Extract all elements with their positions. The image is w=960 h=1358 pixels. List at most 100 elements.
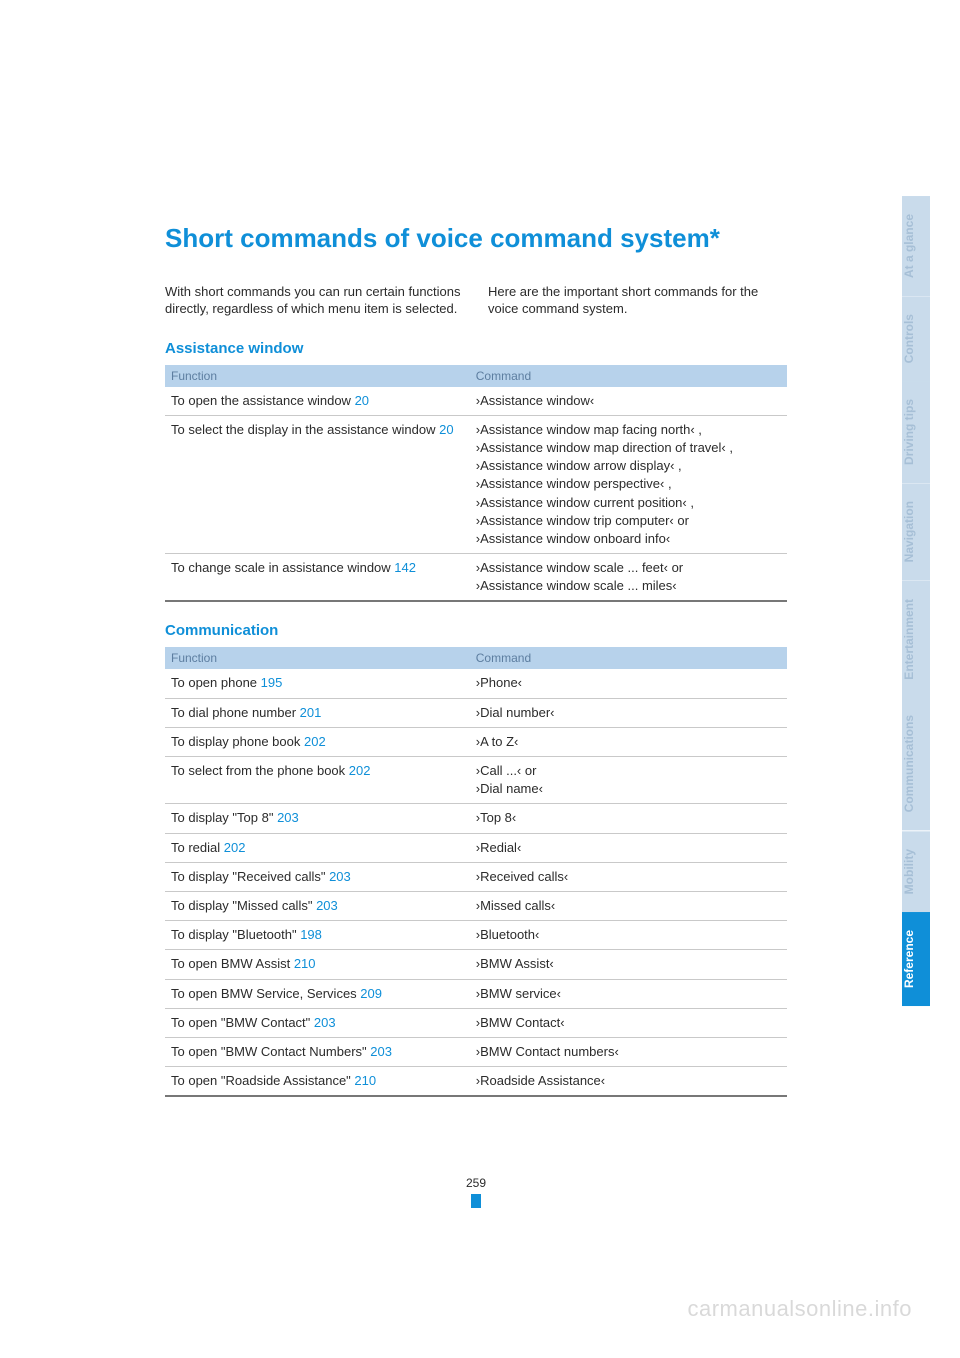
table-row: To display "Bluetooth" 198 ›Bluetooth‹: [165, 921, 787, 950]
command-cell: ›Assistance window‹: [470, 387, 787, 416]
intro-left: With short commands you can run certain …: [165, 283, 464, 318]
side-tab[interactable]: Driving tips: [902, 381, 930, 483]
page-ref[interactable]: 202: [224, 840, 246, 855]
page-ref[interactable]: 20: [439, 422, 453, 437]
table-row: To open phone 195›Phone‹: [165, 669, 787, 698]
function-text: To display "Received calls": [171, 869, 329, 884]
section-heading-communication: Communication: [165, 622, 787, 639]
command-cell: ›Bluetooth‹: [470, 921, 787, 950]
function-cell: To open "BMW Contact Numbers" 203: [165, 1037, 470, 1066]
function-cell: To select from the phone book 202: [165, 757, 470, 804]
function-text: To open "BMW Contact Numbers": [171, 1044, 370, 1059]
side-tab[interactable]: Communications: [902, 697, 930, 830]
function-cell: To display phone book 202: [165, 727, 470, 756]
table-row: To redial 202›Redial‹: [165, 833, 787, 862]
function-cell: To dial phone number 201: [165, 698, 470, 727]
command-cell: ›BMW Contact numbers‹: [470, 1037, 787, 1066]
intro-right: Here are the important short commands fo…: [488, 283, 787, 318]
page-ref[interactable]: 203: [370, 1044, 392, 1059]
function-text: To open "BMW Contact": [171, 1015, 314, 1030]
function-cell: To open BMW Assist 210: [165, 950, 470, 979]
page-ref[interactable]: 210: [294, 956, 316, 971]
table-row: To open BMW Assist 210›BMW Assist‹: [165, 950, 787, 979]
function-text: To display "Top 8": [171, 810, 277, 825]
function-cell: To open BMW Service, Services 209: [165, 979, 470, 1008]
side-tabs: At a glanceControlsDriving tipsNavigatio…: [902, 196, 930, 1006]
page-ref[interactable]: 195: [261, 675, 283, 690]
page-ref[interactable]: 201: [300, 705, 322, 720]
function-text: To display "Bluetooth": [171, 927, 300, 942]
table-row: To open "Roadside Assistance" 210›Roadsi…: [165, 1067, 787, 1097]
page-ref[interactable]: 203: [277, 810, 299, 825]
function-text: To display "Missed calls": [171, 898, 316, 913]
command-cell: ›Phone‹: [470, 669, 787, 698]
function-cell: To open phone 195: [165, 669, 470, 698]
function-text: To open phone: [171, 675, 261, 690]
function-cell: To select the display in the assistance …: [165, 415, 470, 553]
page-marker-icon: [471, 1194, 481, 1208]
table-row: To select from the phone book 202›Call .…: [165, 757, 787, 804]
page-number: 259: [466, 1176, 486, 1190]
page-ref[interactable]: 202: [349, 763, 371, 778]
page-ref[interactable]: 203: [314, 1015, 336, 1030]
command-cell: ›A to Z‹: [470, 727, 787, 756]
side-tab[interactable]: Controls: [902, 296, 930, 381]
table-row: To open "BMW Contact" 203›BMW Contact‹: [165, 1008, 787, 1037]
function-text: To select the display in the assistance …: [171, 422, 439, 437]
table-row: To display "Top 8" 203›Top 8‹: [165, 804, 787, 833]
command-cell: ›Dial number‹: [470, 698, 787, 727]
page-content: Short commands of voice command system* …: [165, 222, 787, 1117]
function-text: To open BMW Assist: [171, 956, 294, 971]
th-function: Function: [165, 647, 470, 669]
table-row: To open BMW Service, Services 209›BMW se…: [165, 979, 787, 1008]
table-row: To display phone book 202›A to Z‹: [165, 727, 787, 756]
side-tab[interactable]: Mobility: [902, 831, 930, 912]
function-text: To change scale in assistance window: [171, 560, 394, 575]
side-tab[interactable]: At a glance: [902, 196, 930, 296]
page-ref[interactable]: 202: [304, 734, 326, 749]
side-tab[interactable]: Reference: [902, 912, 930, 1006]
page-ref[interactable]: 203: [329, 869, 351, 884]
page-ref[interactable]: 203: [316, 898, 338, 913]
th-function: Function: [165, 365, 470, 387]
assistance-table: Function Command To open the assistance …: [165, 365, 787, 603]
table-row: To open the assistance window 20›Assista…: [165, 387, 787, 416]
table-row: To display "Missed calls" 203 ›Missed cal…: [165, 891, 787, 920]
command-cell: ›Missed calls‹: [470, 891, 787, 920]
command-cell: ›Assistance window scale ... feet‹ or ›A…: [470, 554, 787, 602]
command-cell: ›Roadside Assistance‹: [470, 1067, 787, 1097]
function-cell: To open "BMW Contact" 203: [165, 1008, 470, 1037]
function-text: To open BMW Service, Services: [171, 986, 360, 1001]
page-ref[interactable]: 20: [355, 393, 369, 408]
function-cell: To display "Received calls" 203: [165, 862, 470, 891]
page-ref[interactable]: 142: [394, 560, 416, 575]
function-cell: To redial 202: [165, 833, 470, 862]
page-ref[interactable]: 198: [300, 927, 322, 942]
table-row: To select the display in the assistance …: [165, 415, 787, 553]
command-cell: ›Assistance window map facing north‹ , ›…: [470, 415, 787, 553]
section-heading-assistance: Assistance window: [165, 340, 787, 357]
function-text: To display phone book: [171, 734, 304, 749]
command-cell: ›Redial‹: [470, 833, 787, 862]
table-row: To change scale in assistance window 142…: [165, 554, 787, 602]
communication-table: Function Command To open phone 195›Phone…: [165, 647, 787, 1097]
intro-columns: With short commands you can run certain …: [165, 283, 787, 318]
page-ref[interactable]: 209: [360, 986, 382, 1001]
side-tab[interactable]: Navigation: [902, 483, 930, 580]
command-cell: ›Call ...‹ or ›Dial name‹: [470, 757, 787, 804]
table-row: To dial phone number 201›Dial number‹: [165, 698, 787, 727]
function-text: To open the assistance window: [171, 393, 355, 408]
page-ref[interactable]: 210: [354, 1073, 376, 1088]
table-row: To display "Received calls" 203›Received…: [165, 862, 787, 891]
command-cell: ›BMW Contact‹: [470, 1008, 787, 1037]
th-command: Command: [470, 647, 787, 669]
function-cell: To open the assistance window 20: [165, 387, 470, 416]
table-row: To open "BMW Contact Numbers" 203›BMW Co…: [165, 1037, 787, 1066]
function-cell: To display "Top 8" 203: [165, 804, 470, 833]
command-cell: ›Top 8‹: [470, 804, 787, 833]
page-footer: 259: [165, 1176, 787, 1208]
side-tab[interactable]: Entertainment: [902, 581, 930, 698]
function-text: To redial: [171, 840, 224, 855]
function-cell: To change scale in assistance window 142: [165, 554, 470, 602]
watermark: carmanualsonline.info: [687, 1296, 912, 1322]
